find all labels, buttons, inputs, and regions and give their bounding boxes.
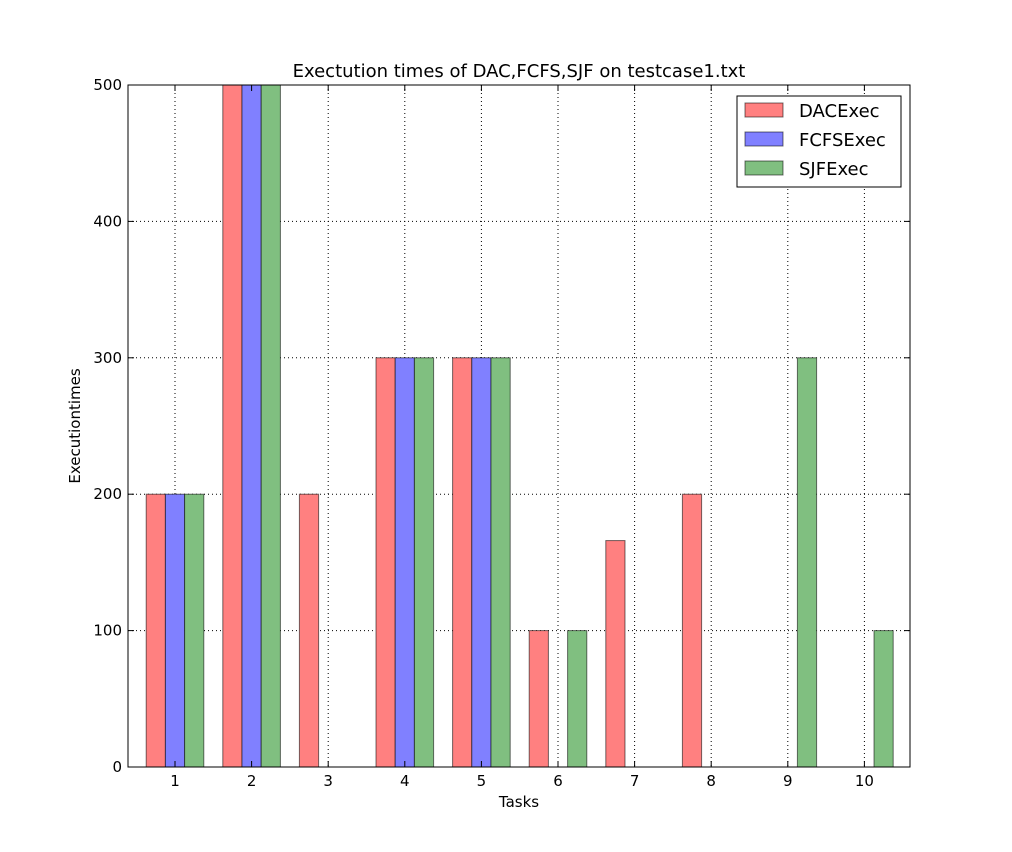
chart-title: Exectution times of DAC,FCFS,SJF on test… [293,61,746,82]
x-tick-label: 2 [247,772,257,790]
bar-sjfexec-task-1 [184,493,205,768]
x-axis-label: Tasks [498,793,539,811]
bar-sjfexec-task-10 [873,630,894,768]
legend-swatch [744,102,784,118]
bar-dacexec-task-4 [375,357,396,768]
bar-fcfsexec-task-1 [164,493,186,768]
x-tick-label: 3 [323,772,333,790]
legend-label: FCFSExec [799,130,886,151]
bar-sjfexec-task-2 [260,84,281,768]
legend-label: DACExec [799,101,880,122]
bar-sjfexec-task-6 [567,630,588,768]
y-tick-label: 200 [93,485,122,503]
bar-dacexec-task-2 [222,84,243,768]
bars-group [145,84,894,768]
legend-label: SJFExec [799,159,869,180]
bar-fcfsexec-task-2 [241,84,262,768]
y-axis-label: Executiontimes [66,368,84,483]
legend: DACExec FCFSExec SJFExec [736,95,902,188]
bar-sjfexec-task-5 [490,357,511,768]
y-tick-label: 500 [93,76,122,94]
x-tick-label: 9 [783,772,793,790]
x-tick-label: 4 [400,772,410,790]
y-tick-label: 0 [112,758,122,776]
x-tick-label: 6 [553,772,563,790]
bar-fcfsexec-task-5 [471,357,492,768]
bar-sjfexec-task-4 [413,357,435,768]
bar-dacexec-task-6 [528,630,549,768]
x-tick-label: 5 [477,772,487,790]
bar-dacexec-task-7 [605,540,626,768]
plot-frame [127,84,911,768]
axis-ticks: 0 100 200 300 400 500 1 2 3 4 5 6 7 8 9 10 [93,76,910,790]
bar-fcfsexec-task-4 [394,357,415,768]
y-tick-label: 300 [93,349,122,367]
bar-dacexec-task-1 [145,493,166,768]
bar-sjfexec-task-9 [796,357,818,768]
x-tick-label: 7 [630,772,640,790]
bar-dacexec-task-8 [681,493,703,768]
legend-swatch [744,131,784,147]
x-tick-label: 8 [706,772,716,790]
bar-dacexec-task-3 [298,493,320,768]
legend-swatch [744,160,784,176]
x-tick-label: 1 [170,772,180,790]
y-tick-label: 100 [93,622,122,640]
x-tick-label: 10 [855,772,874,790]
bar-dacexec-task-5 [452,357,473,768]
y-tick-label: 400 [93,212,122,230]
